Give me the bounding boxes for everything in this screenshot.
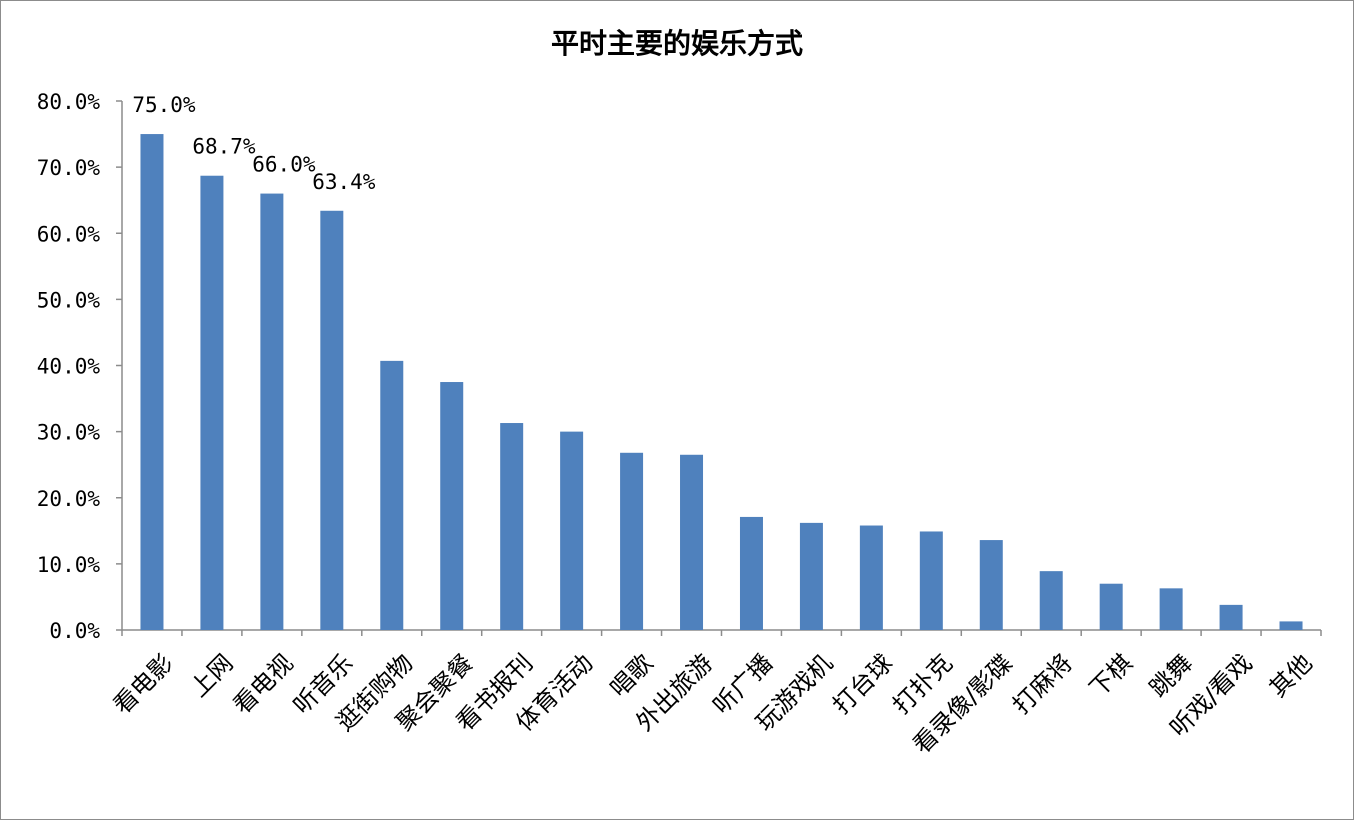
bar (799, 522, 823, 630)
bar (680, 454, 704, 630)
bar (979, 540, 1003, 630)
y-tick-label: 60.0% (37, 222, 101, 246)
data-label: 63.4% (312, 170, 376, 194)
y-tick-label: 70.0% (37, 156, 101, 180)
bar (440, 382, 464, 630)
bar (380, 360, 404, 630)
x-category-label: 打台球 (827, 649, 898, 720)
y-tick-label: 10.0% (37, 553, 101, 577)
data-label: 75.0% (132, 93, 196, 117)
bar (560, 431, 584, 630)
bar (1219, 604, 1243, 630)
y-tick-label: 50.0% (37, 288, 101, 312)
x-category-label: 下棋 (1084, 649, 1138, 703)
y-tick-label: 20.0% (37, 487, 101, 511)
bar (260, 193, 284, 630)
bar (1279, 621, 1303, 630)
bar (919, 531, 943, 630)
data-label: 66.0% (252, 153, 316, 177)
bar (140, 134, 164, 630)
y-tick-label: 80.0% (37, 90, 101, 114)
y-tick-label: 30.0% (37, 421, 101, 445)
y-tick-label: 0.0% (49, 619, 100, 643)
x-category-label: 看电影 (108, 649, 179, 720)
bar (739, 516, 763, 630)
x-category-label: 唱歌 (605, 649, 659, 703)
y-tick-label: 40.0% (37, 355, 101, 379)
x-category-label: 打麻将 (1007, 649, 1078, 720)
x-category-label: 看电视 (228, 649, 299, 720)
x-category-label: 上网 (185, 649, 239, 703)
bar (620, 452, 644, 630)
bar (1159, 588, 1183, 630)
x-category-label: 跳舞 (1144, 649, 1198, 703)
bar (1039, 571, 1063, 630)
bar (500, 423, 524, 630)
chart-title: 平时主要的娱乐方式 (550, 27, 803, 60)
bar (320, 210, 344, 630)
bar (1099, 583, 1123, 630)
bar (200, 175, 224, 630)
x-category-label: 其他 (1264, 649, 1318, 703)
data-label: 68.7% (192, 135, 256, 159)
bar (859, 525, 883, 630)
